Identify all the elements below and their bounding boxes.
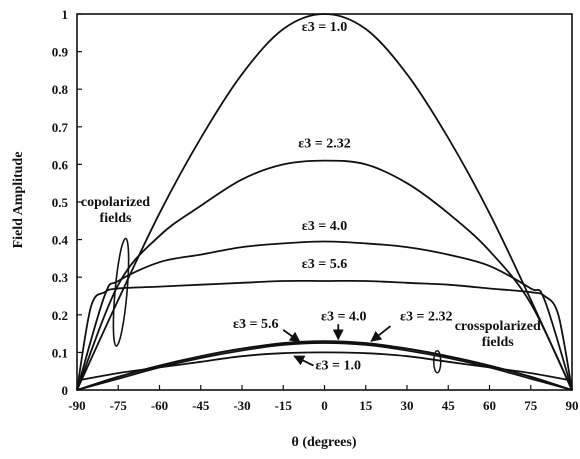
y-tick-label: 0.1 (52, 345, 68, 360)
x-tick-label: 75 (524, 398, 538, 413)
y-tick-label: 0.9 (52, 45, 69, 60)
series-label-x-1.0: ε3 = 1.0 (316, 358, 361, 373)
series-label-co-4.0: ε3 = 4.0 (302, 219, 347, 234)
x-tick-label: -45 (192, 398, 210, 413)
copolarized-fields-label: copolarized fields (81, 195, 150, 226)
x-tick-label: 15 (359, 398, 373, 413)
y-tick-label: 0.5 (52, 195, 69, 210)
x-tick-label: -30 (233, 398, 250, 413)
series-line-crosspolarized-32-32 (76, 340, 573, 391)
y-tick-label: 0.4 (52, 233, 69, 248)
series-line-copolarized-32-32 (76, 159, 573, 391)
x-tick-label: -90 (68, 398, 85, 413)
series-line-crosspolarized-31-0 (76, 351, 573, 382)
y-tick-label: 0 (62, 383, 69, 398)
x-tick-label: 60 (483, 398, 496, 413)
y-tick-label: 0.6 (52, 157, 69, 172)
y-tick-label: 0.8 (52, 82, 69, 97)
series-label-co-2.32: ε3 = 2.32 (298, 136, 350, 151)
annotations-layer: ε3 = 1.0 ε3 = 2.32 ε3 = 4.0 ε3 = 5.6 ε3 = 5.… (81, 20, 541, 374)
x-tick-label: 0 (321, 398, 328, 413)
y-tick-label: 0.2 (52, 308, 68, 323)
arrow-x-2-32 (370, 325, 392, 342)
series-line-copolarized-34-0 (76, 240, 573, 391)
y-tick-label: 0.3 (52, 270, 69, 285)
series-label-x-5.6: ε3 = 5.6 (233, 317, 278, 332)
x-tick-label: -60 (151, 398, 168, 413)
copolarized-ellipse (112, 237, 130, 347)
arrow-x-5-6 (282, 329, 301, 343)
arrow-x-1-0 (293, 355, 314, 367)
y-tick-label: 1 (62, 7, 69, 22)
series-label-x-4.0: ε3 = 4.0 (321, 309, 366, 324)
x-tick-label: -15 (275, 398, 293, 413)
plot-frame (76, 13, 573, 391)
x-tick-label: 90 (566, 398, 579, 413)
x-tick-label: -75 (110, 398, 128, 413)
crosspolarized-ellipse (433, 350, 442, 374)
y-tick-label: 0.7 (52, 120, 69, 135)
x-tick-label: 30 (401, 398, 414, 413)
y-axis-title: Field Amplitude (11, 152, 26, 249)
ticks-layer: -90 -75 -60 -45 -30 -15 0 15 30 45 60 75 90 0 0.1 0.2 0.… (52, 7, 579, 413)
series-line-copolarized-35-6 (76, 279, 573, 391)
series-label-x-2.32: ε3 = 2.32 (400, 309, 452, 324)
x-axis-title: θ (degrees) (292, 435, 357, 450)
crosspolarized-fields-label: crosspolarized fields (455, 319, 541, 350)
series-label-co-5.6: ε3 = 5.6 (302, 257, 347, 272)
x-tick-label: 45 (442, 398, 456, 413)
series-label-co-1.0: ε3 = 1.0 (302, 20, 347, 35)
